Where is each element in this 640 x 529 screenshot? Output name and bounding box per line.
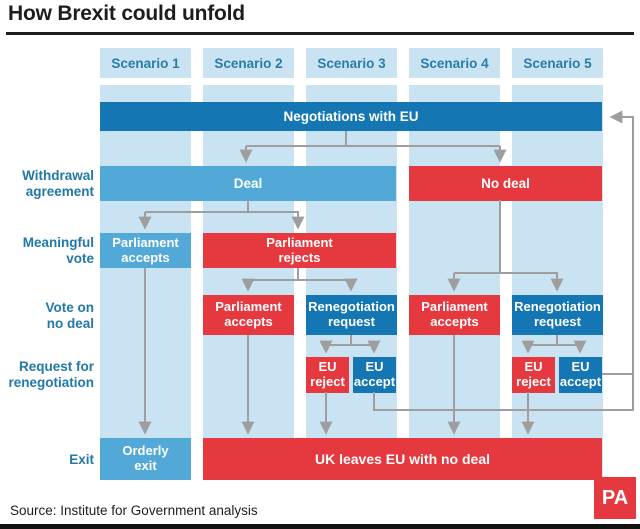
node-parliament-accepts-s2: Parliament accepts <box>203 295 294 335</box>
column-bg-5 <box>512 85 603 480</box>
column-bg-4 <box>409 85 500 480</box>
row-label-request-for-renegotiation: Request for renegotiation <box>8 359 94 390</box>
column-bg-1 <box>100 85 191 480</box>
node-no-deal: No deal <box>409 166 602 201</box>
row-label-vote-on-no-deal: Vote on no deal <box>45 300 95 331</box>
source-text: Source: Institute for Government analysi… <box>10 503 258 518</box>
node-eu-accept-s5: EU accept <box>559 357 602 393</box>
column-header-scenario-1: Scenario 1 <box>100 48 191 78</box>
node-parliament-rejects: Parliament rejects <box>203 233 396 268</box>
row-label-meaningful-vote: Meaningful vote <box>22 235 94 266</box>
column-header-scenario-5: Scenario 5 <box>512 48 603 78</box>
node-orderly-exit: Orderly exit <box>100 438 191 480</box>
footer-bar <box>0 524 640 529</box>
node-eu-reject-s5: EU reject <box>512 357 555 393</box>
title-rule <box>6 32 634 35</box>
node-parliament-accepts-s4: Parliament accepts <box>409 295 500 335</box>
node-renegotiation-request-s5: Renegotiation request <box>512 295 603 335</box>
column-bg-3 <box>306 85 397 480</box>
column-header-scenario-4: Scenario 4 <box>409 48 500 78</box>
pa-logo: PA <box>594 477 636 519</box>
column-header-scenario-3: Scenario 3 <box>306 48 397 78</box>
row-label-withdrawal-agreement: Withdrawal agreement <box>22 168 94 199</box>
node-eu-accept-s3: EU accept <box>353 357 396 393</box>
row-label-exit: Exit <box>69 452 94 467</box>
node-parliament-accepts-s1: Parliament accepts <box>100 233 191 268</box>
column-bg-2 <box>203 85 294 480</box>
column-header-scenario-2: Scenario 2 <box>203 48 294 78</box>
node-deal: Deal <box>100 166 396 201</box>
node-negotiations-with-eu: Negotiations with EU <box>100 102 602 131</box>
node-uk-leaves-eu-no-deal: UK leaves EU with no deal <box>203 438 602 480</box>
node-renegotiation-request-s3: Renegotiation request <box>306 295 397 335</box>
page-title: How Brexit could unfold <box>8 2 245 25</box>
node-eu-reject-s3: EU reject <box>306 357 349 393</box>
